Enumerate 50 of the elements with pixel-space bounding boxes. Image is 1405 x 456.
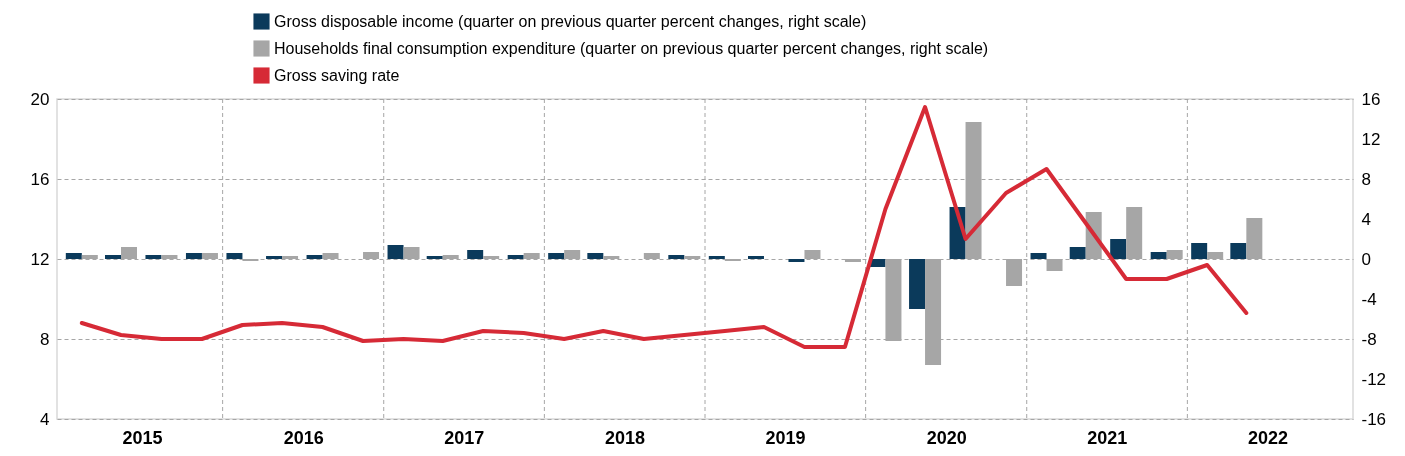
y2-tick-label: -8 [1361, 329, 1377, 349]
x-tick-label: 2019 [765, 427, 806, 448]
x-tick-label: 2016 [283, 427, 324, 448]
bar [1110, 239, 1127, 259]
bar [185, 253, 202, 259]
y2-tick-label: -16 [1361, 409, 1387, 429]
y-tick-label: 4 [40, 409, 50, 429]
bar [747, 256, 764, 259]
bar [145, 255, 162, 259]
bar [708, 256, 725, 259]
legend-label: Households final consumption expenditure (quarter on previous quarter percent changes, right scale) [274, 39, 989, 57]
y2-tick-label: -12 [1361, 369, 1387, 389]
bar [1191, 243, 1208, 259]
bar [104, 255, 121, 259]
y2-tick-label: 16 [1361, 89, 1381, 109]
y-tick-label: 16 [30, 169, 50, 189]
x-tick-label: 2021 [1087, 427, 1128, 448]
y2-tick-label: 4 [1361, 209, 1371, 229]
bar [1150, 252, 1167, 259]
bar [909, 259, 926, 309]
y-tick-label: 20 [30, 89, 50, 109]
legend-label: Gross saving rate [274, 66, 400, 84]
bar [467, 250, 484, 259]
y-tick-label: 12 [30, 249, 50, 269]
bar [548, 253, 565, 259]
x-tick-label: 2020 [926, 427, 967, 448]
bar [387, 245, 404, 259]
bar [788, 259, 805, 262]
bar [507, 255, 524, 259]
bar [587, 253, 604, 259]
y2-tick-label: 0 [1361, 249, 1371, 269]
bar [668, 255, 685, 259]
x-tick-label: 2017 [444, 427, 485, 448]
y2-tick-label: -4 [1361, 289, 1377, 309]
bar [1069, 247, 1086, 259]
x-tick-label: 2018 [604, 427, 645, 448]
bar [306, 255, 323, 259]
bar [1230, 243, 1247, 259]
line-series [79, 105, 1249, 349]
bar [1030, 253, 1047, 259]
bar [65, 253, 82, 259]
legend-label: Gross disposable income (quarter on previous quarter percent changes, right scale) [274, 12, 867, 30]
y2-tick-label: 8 [1361, 169, 1371, 189]
x-tick-label: 2022 [1247, 427, 1288, 448]
y-tick-label: 8 [40, 329, 50, 349]
bar [426, 256, 443, 259]
y2-tick-label: 12 [1361, 129, 1381, 149]
bar [226, 253, 243, 259]
x-tick-label: 2015 [122, 427, 163, 448]
bar [266, 256, 283, 259]
